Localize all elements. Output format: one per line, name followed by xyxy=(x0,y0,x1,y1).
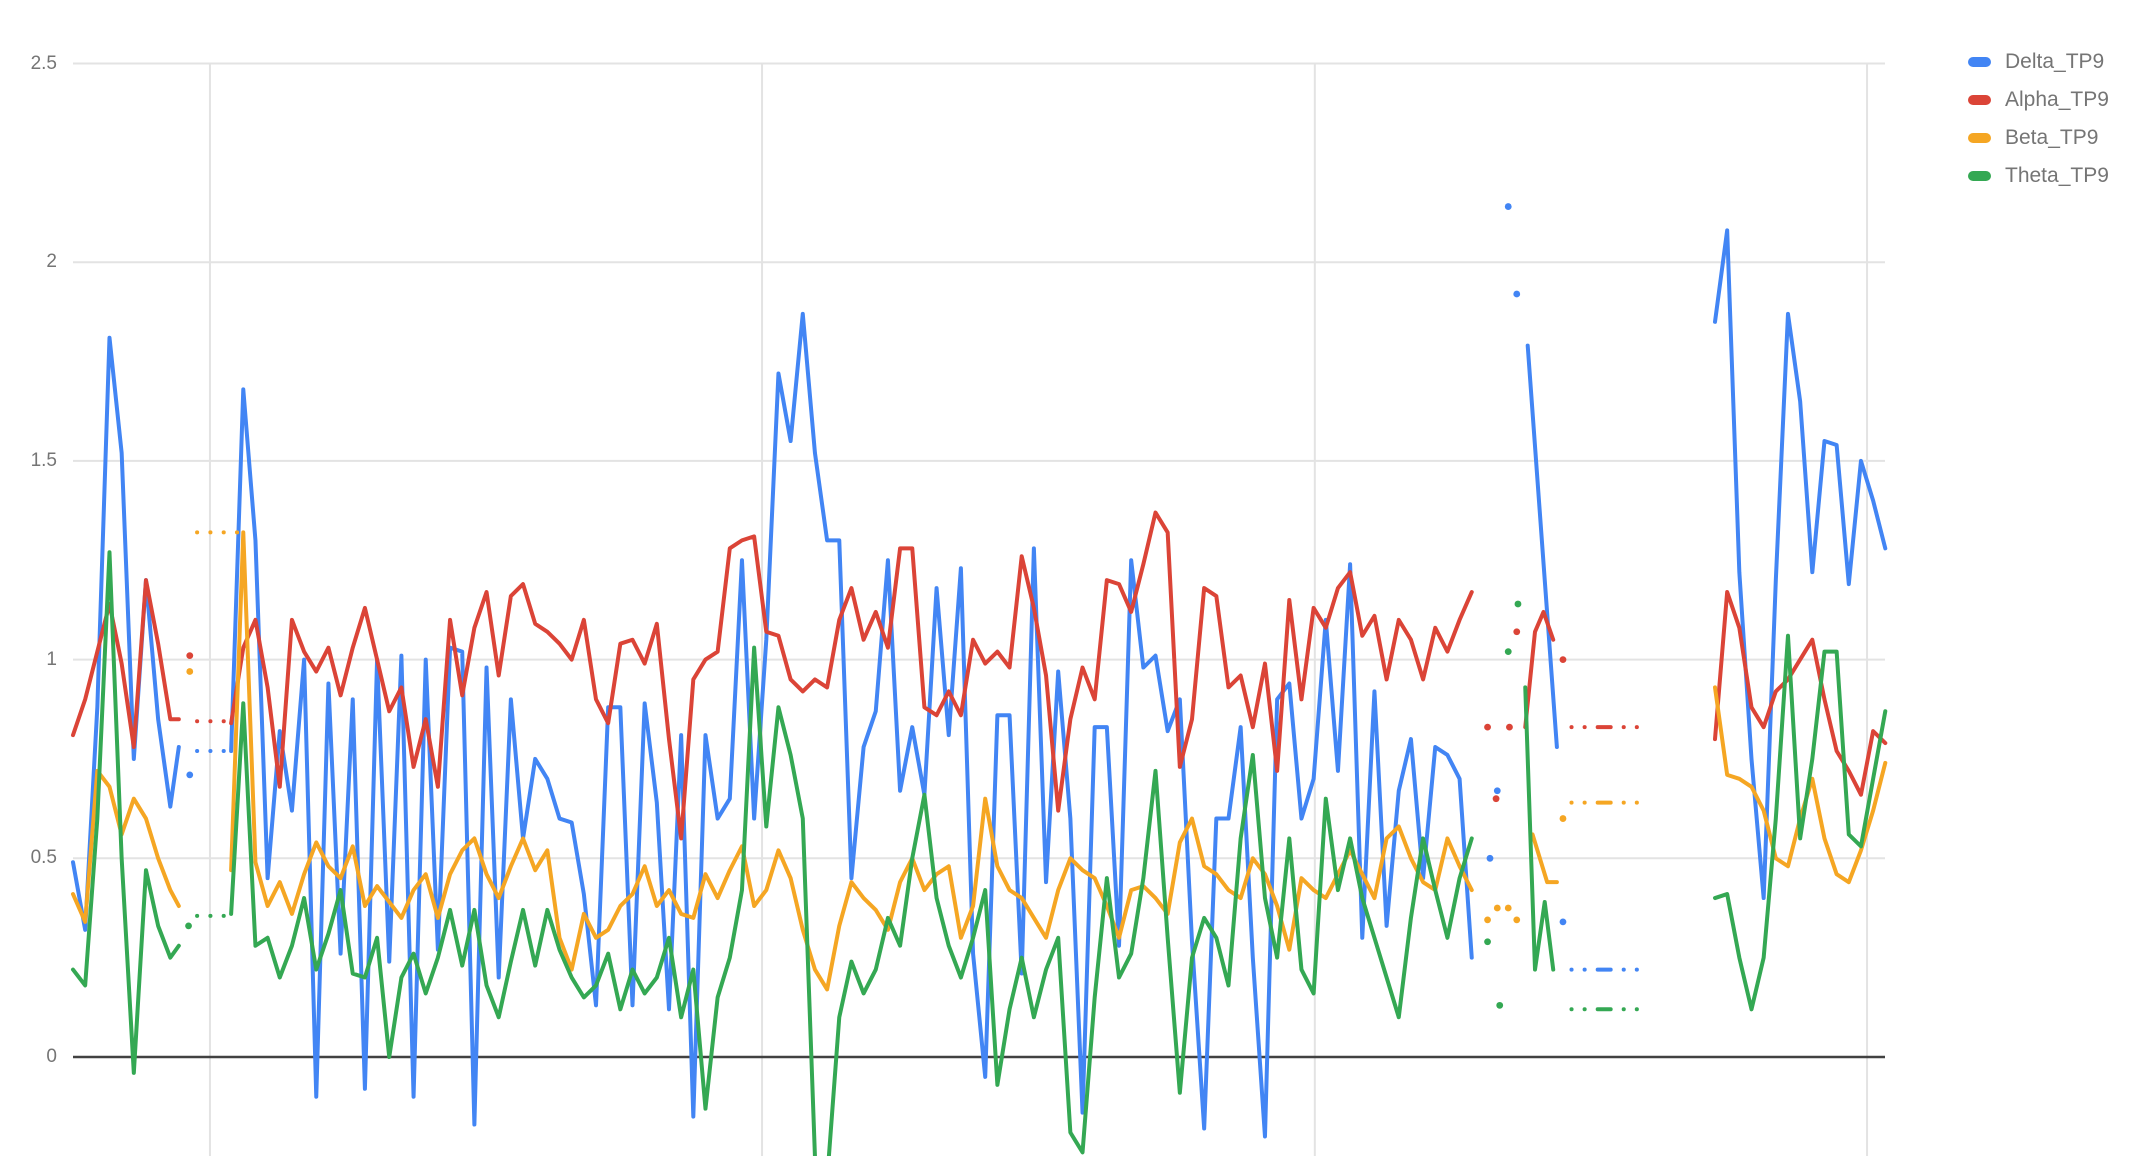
y-tick-label-0: 0 xyxy=(46,1046,57,1067)
legend-item-beta: Beta_TP9 xyxy=(1968,125,2109,151)
series-line-Beta_TP9 xyxy=(1713,685,1888,885)
series-point-Beta_TP9 xyxy=(1504,904,1512,912)
series-line-Alpha_TP9 xyxy=(1713,590,1888,797)
series-line-Theta_TP9 xyxy=(71,550,181,1075)
legend-label-alpha: Alpha_TP9 xyxy=(2005,88,2109,111)
series-line-Theta_TP9 xyxy=(1713,633,1888,1012)
series-point-Beta_TP9 xyxy=(186,668,194,675)
series-point-Alpha_TP9 xyxy=(1513,628,1521,636)
series-point-Theta_TP9 xyxy=(1514,600,1522,608)
series-point-Alpha_TP9 xyxy=(186,652,194,660)
series-line-Delta_TP9 xyxy=(1713,228,1888,901)
y-tick-label-2-5: 2.5 xyxy=(30,52,57,74)
legend-label-theta: Theta_TP9 xyxy=(2005,164,2109,187)
series-point-Theta_TP9 xyxy=(1504,648,1512,656)
legend-swatch-theta-icon xyxy=(1968,171,1991,181)
legend-swatch-delta-icon xyxy=(1968,57,1991,67)
series-line-Alpha_TP9 xyxy=(1523,609,1556,730)
legend-label-delta: Delta_TP9 xyxy=(2005,50,2105,73)
series-point-Theta_TP9 xyxy=(1484,938,1491,946)
legend-swatch-alpha-icon xyxy=(1968,95,1991,105)
y-tick-label-1-5: 1.5 xyxy=(30,449,57,471)
legend-swatch-beta-icon xyxy=(1968,133,1991,143)
y-tick-label-0-5: 0.5 xyxy=(30,847,57,869)
series-point-Delta_TP9 xyxy=(1559,918,1567,926)
chart-legend: Delta_TP9 Alpha_TP9 Beta_TP9 Theta_TP9 xyxy=(1968,49,2109,201)
series-point-Beta_TP9 xyxy=(1559,815,1567,822)
series-line-Delta_TP9 xyxy=(229,311,1474,1139)
series-point-Delta_TP9 xyxy=(1493,787,1501,795)
series-line-Alpha_TP9 xyxy=(229,510,1474,841)
series-point-Delta_TP9 xyxy=(1513,290,1521,298)
series-line-Delta_TP9 xyxy=(1525,343,1559,750)
legend-item-delta: Delta_TP9 xyxy=(1968,49,2109,75)
series-point-Alpha_TP9 xyxy=(1492,795,1500,803)
series-point-Theta_TP9 xyxy=(185,922,192,930)
series-line-Beta_TP9 xyxy=(1530,832,1559,885)
y-tick-label-1: 1 xyxy=(46,648,57,670)
series-point-Delta_TP9 xyxy=(186,771,194,779)
series-point-Alpha_TP9 xyxy=(1506,723,1513,731)
legend-label-beta: Beta_TP9 xyxy=(2005,126,2099,149)
series-line-Alpha_TP9 xyxy=(71,578,181,750)
series-line-Theta_TP9 xyxy=(1523,685,1556,972)
series-point-Delta_TP9 xyxy=(1504,203,1512,210)
series-line-Theta_TP9 xyxy=(229,645,1474,1156)
series-point-Beta_TP9 xyxy=(1513,916,1521,924)
legend-item-theta: Theta_TP9 xyxy=(1968,163,2109,189)
series-point-Delta_TP9 xyxy=(1486,854,1494,862)
series-point-Theta_TP9 xyxy=(1496,1001,1504,1009)
legend-item-alpha: Alpha_TP9 xyxy=(1968,87,2109,113)
series-line-Beta_TP9 xyxy=(71,768,181,924)
series-point-Alpha_TP9 xyxy=(1484,723,1491,731)
series-point-Alpha_TP9 xyxy=(1559,656,1567,663)
series-line-Beta_TP9 xyxy=(229,530,1474,992)
series-line-Delta_TP9 xyxy=(71,335,181,932)
y-tick-label-2: 2 xyxy=(46,251,57,273)
series-point-Beta_TP9 xyxy=(1484,916,1491,924)
series-point-Beta_TP9 xyxy=(1493,904,1501,912)
